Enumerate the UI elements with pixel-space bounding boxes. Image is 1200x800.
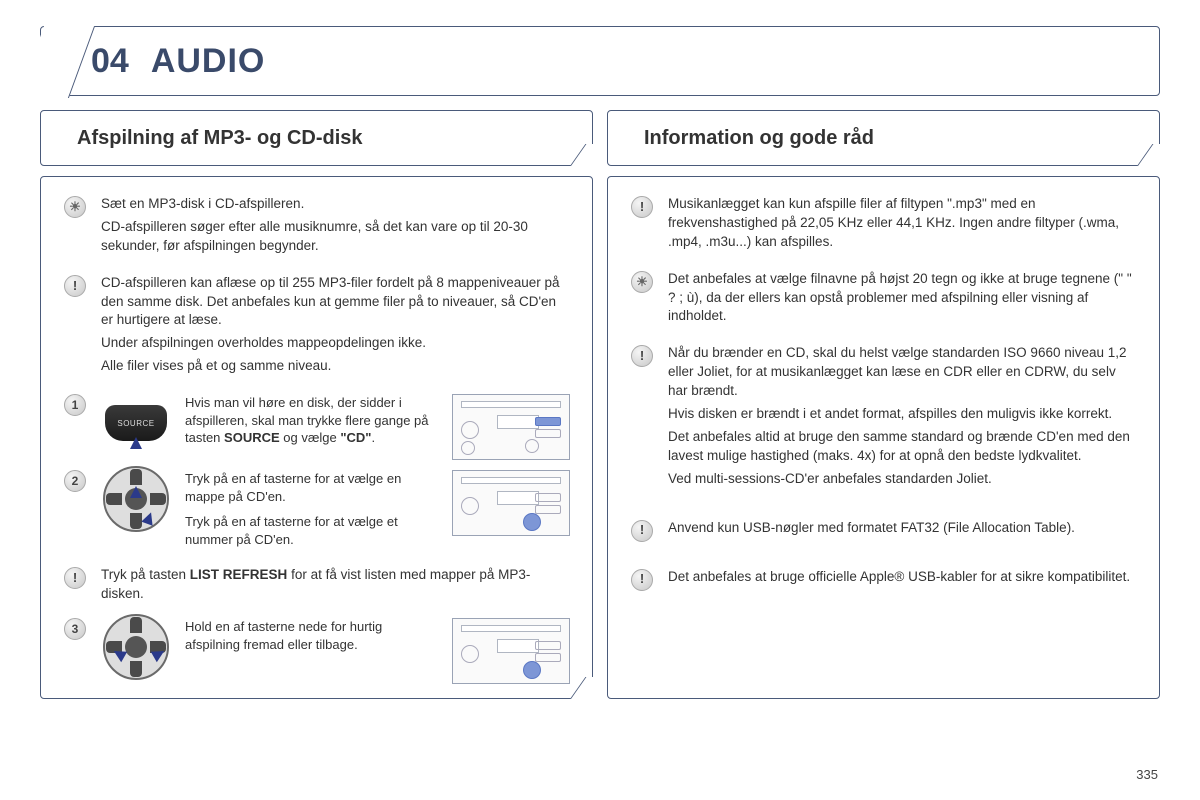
dpad-graphic-1 <box>97 470 175 528</box>
arrow-up-icon <box>130 486 142 498</box>
note-1-text: CD-afspilleren kan aflæse op til 255 MP3… <box>101 274 570 380</box>
step-1-number: 1 <box>64 394 86 416</box>
dpad-graphic-2 <box>97 618 175 676</box>
bulb-icon <box>64 196 86 218</box>
right-body-panel: Musikanlægget kan kun afspille filer af … <box>607 176 1160 699</box>
radio-diagram-2 <box>452 470 570 536</box>
intro-tip: Sæt en MP3-disk i CD-afspilleren. CD-afs… <box>63 195 570 260</box>
step-1-text: Hvis man vil høre en disk, der sidder i … <box>185 394 442 455</box>
radio-diagram-3 <box>452 618 570 684</box>
arrow-up-icon <box>130 437 142 449</box>
source-button-icon: SOURCE <box>105 405 167 441</box>
chapter-number: 04 <box>91 42 129 81</box>
right-note-3: Anvend kun USB-nøgler med formatet FAT32… <box>630 519 1137 542</box>
radio-diagram-1 <box>452 394 570 460</box>
chapter-header: 04 AUDIO <box>40 26 1160 96</box>
two-column-layout: Afspilning af MP3- og CD-disk Sæt en MP3… <box>40 110 1160 699</box>
chapter-title: AUDIO <box>151 42 266 81</box>
right-note-1: Musikanlægget kan kun afspille filer af … <box>630 195 1137 256</box>
exclamation-icon <box>631 520 653 542</box>
right-note-4: Det anbefales at bruge officielle Apple®… <box>630 568 1137 591</box>
exclamation-icon <box>631 345 653 367</box>
right-column: Information og gode råd Musikanlægget ka… <box>607 110 1160 699</box>
exclamation-icon <box>631 569 653 591</box>
right-note-2: Når du brænder en CD, skal du helst vælg… <box>630 344 1137 492</box>
step-3: 3 Hold en af tasterne nede for hurtig af… <box>63 618 570 684</box>
right-heading-panel: Information og gode råd <box>607 110 1160 166</box>
page-number: 335 <box>1136 767 1158 782</box>
left-body-panel: Sæt en MP3-disk i CD-afspilleren. CD-afs… <box>40 176 593 699</box>
note-1: CD-afspilleren kan aflæse op til 255 MP3… <box>63 274 570 380</box>
exclamation-icon <box>631 196 653 218</box>
left-column: Afspilning af MP3- og CD-disk Sæt en MP3… <box>40 110 593 699</box>
right-tip-1: Det anbefales at vælge filnavne på højst… <box>630 270 1137 331</box>
step-3-text: Hold en af tasterne nede for hurtig afsp… <box>185 618 442 661</box>
left-heading-panel: Afspilning af MP3- og CD-disk <box>40 110 593 166</box>
step-1: 1 SOURCE Hvis man vil høre en disk, der … <box>63 394 570 460</box>
source-button-graphic: SOURCE <box>97 394 175 452</box>
right-note-2-text: Når du brænder en CD, skal du helst vælg… <box>668 344 1137 492</box>
step-2: 2 Tryk på en af tasterne for at vælge en… <box>63 470 570 556</box>
bulb-icon <box>631 271 653 293</box>
step-3-number: 3 <box>64 618 86 640</box>
note-2: Tryk på tasten LIST REFRESH for at få vi… <box>63 566 570 608</box>
note-2-text: Tryk på tasten LIST REFRESH for at få vi… <box>101 566 570 608</box>
exclamation-icon <box>64 275 86 297</box>
intro-text: Sæt en MP3-disk i CD-afspilleren. CD-afs… <box>101 195 570 260</box>
exclamation-icon <box>64 567 86 589</box>
step-2-text: Tryk på en af tasterne for at vælge en m… <box>185 470 442 556</box>
right-heading: Information og gode råd <box>644 127 874 150</box>
left-heading: Afspilning af MP3- og CD-disk <box>77 127 363 150</box>
step-2-number: 2 <box>64 470 86 492</box>
